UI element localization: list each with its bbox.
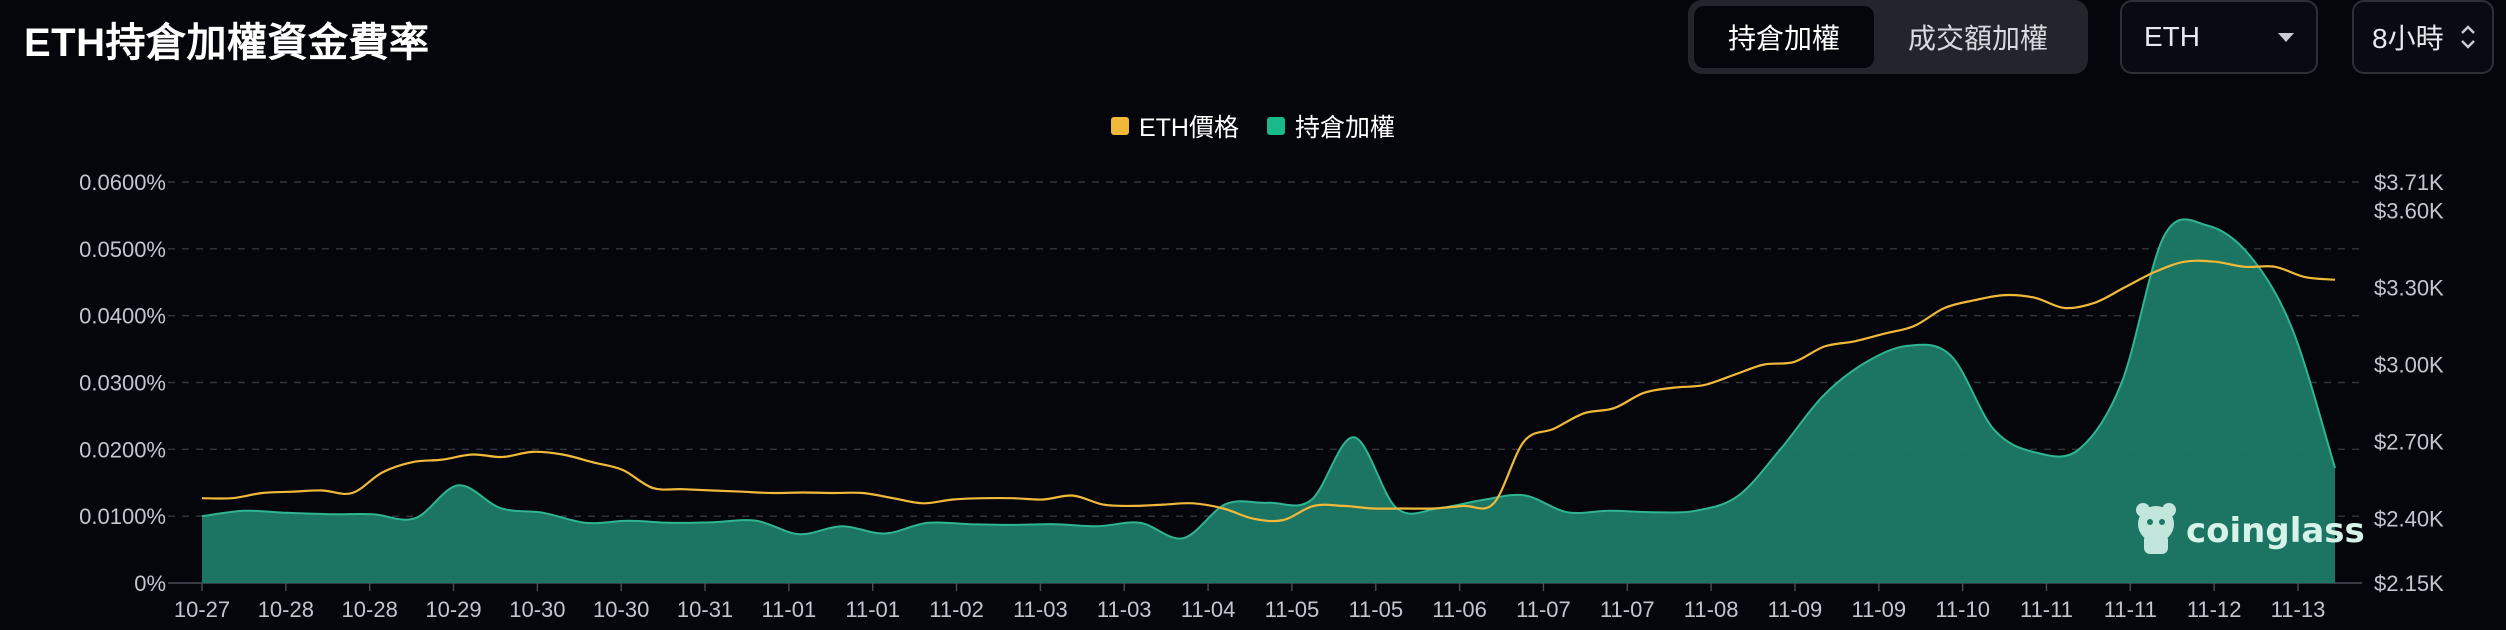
- x-tick-label: 10-29: [425, 597, 481, 622]
- left-y-axis: 0% 0.0100% 0.0200% 0.0300% 0.0400% 0.0500% 0.0…: [79, 170, 166, 596]
- x-tick-label: 11-01: [762, 597, 817, 622]
- tab-volume-weighted[interactable]: 成交額加權: [1907, 23, 2048, 54]
- coinglass-watermark: coinglass: [2136, 503, 2365, 554]
- legend-label-oi-weighted: 持倉加權: [1295, 114, 1396, 142]
- weighting-toggle: 持倉加權 成交額加權: [1688, 0, 2088, 74]
- x-tick-label: 10-31: [677, 597, 733, 622]
- right-y-tick-label: $3.30K: [2374, 275, 2444, 300]
- page-title: ETH持倉加權資金費率: [24, 21, 430, 65]
- x-tick-label: 11-07: [1600, 597, 1655, 622]
- right-y-tick-label: $2.15K: [2374, 571, 2444, 596]
- x-tick-label: 11-04: [1181, 597, 1236, 622]
- x-tick-label: 11-05: [1348, 597, 1403, 622]
- x-tick-label: 11-03: [1097, 597, 1152, 622]
- x-tick-label: 11-10: [1935, 597, 1990, 622]
- coinglass-logo-icon: [2136, 503, 2176, 554]
- interval-select-value: 8小時: [2372, 23, 2444, 54]
- right-y-tick-label: $3.71K: [2374, 170, 2444, 195]
- x-tick-label: 11-08: [1684, 597, 1739, 622]
- x-tick-label: 10-30: [593, 597, 649, 622]
- left-y-tick-label: 0.0600%: [79, 170, 166, 195]
- legend-swatch-oi-weighted: [1267, 117, 1285, 135]
- funding-area-layer: [201, 218, 2336, 584]
- right-y-tick-label: $2.70K: [2374, 430, 2444, 455]
- x-tick-label: 11-06: [1432, 597, 1487, 622]
- up-down-chevron-icon: [2460, 25, 2476, 49]
- funding-area-outline: [201, 218, 2336, 540]
- right-y-tick-label: $2.40K: [2374, 507, 2444, 532]
- eth-price-line: [201, 259, 2336, 523]
- x-tick-label: 11-09: [1768, 597, 1823, 622]
- coin-select-value: ETH: [2144, 21, 2200, 52]
- x-tick-label: 11-02: [929, 597, 984, 622]
- x-tick-label: 11-01: [845, 597, 900, 622]
- right-y-tick-label: $3.60K: [2374, 198, 2444, 223]
- left-y-tick-label: 0%: [134, 571, 166, 596]
- tab-open-interest-weighted[interactable]: 持倉加權: [1694, 6, 1874, 68]
- x-tick-label: 11-11: [2104, 597, 2157, 622]
- x-tick-label: 11-11: [2020, 597, 2073, 622]
- left-y-tick-label: 0.0100%: [79, 504, 166, 529]
- x-tick-label: 11-13: [2271, 597, 2326, 622]
- x-tick-label: 10-30: [509, 597, 565, 622]
- legend-item-oi-weighted[interactable]: 持倉加權: [1267, 108, 1395, 144]
- watermark-text: coinglass: [2186, 511, 2365, 551]
- legend-item-eth-price[interactable]: ETH價格: [1110, 108, 1239, 144]
- left-y-tick-label: 0.0500%: [79, 237, 166, 262]
- left-y-tick-label: 0.0400%: [79, 304, 166, 329]
- x-tick-label: 11-07: [1516, 597, 1571, 622]
- chevron-down-icon: [2278, 32, 2294, 42]
- x-tick-label: 11-12: [2187, 597, 2242, 622]
- interval-select[interactable]: 8小時: [2352, 0, 2494, 74]
- left-y-tick-label: 0.0300%: [79, 371, 166, 396]
- price-line-layer: [201, 259, 2336, 523]
- right-y-tick-label: $3.00K: [2374, 353, 2444, 378]
- x-tick-label: 10-28: [342, 597, 398, 622]
- x-tick-label: 10-28: [258, 597, 314, 622]
- x-tick-label: 11-09: [1851, 597, 1906, 622]
- coin-select[interactable]: ETH: [2120, 0, 2318, 74]
- left-y-tick-label: 0.0200%: [79, 437, 166, 462]
- legend-swatch-eth-price: [1110, 117, 1129, 135]
- x-tick-label: 11-05: [1265, 597, 1320, 622]
- right-y-axis: $2.15K $2.40K $2.70K $3.00K $3.30K $3.60K $3.7…: [2374, 170, 2444, 596]
- funding-area: [202, 219, 2335, 584]
- x-tick-label: 11-03: [1013, 597, 1068, 622]
- chart-legend: ETH價格 持倉加權: [0, 108, 2506, 144]
- legend-label-eth-price: ETH價格: [1138, 114, 1239, 142]
- x-tick-label: 10-27: [174, 597, 230, 622]
- x-axis: 10-27 10-28 10-28 10-29 10-30 10-30 10-31 11-01…: [174, 583, 2325, 622]
